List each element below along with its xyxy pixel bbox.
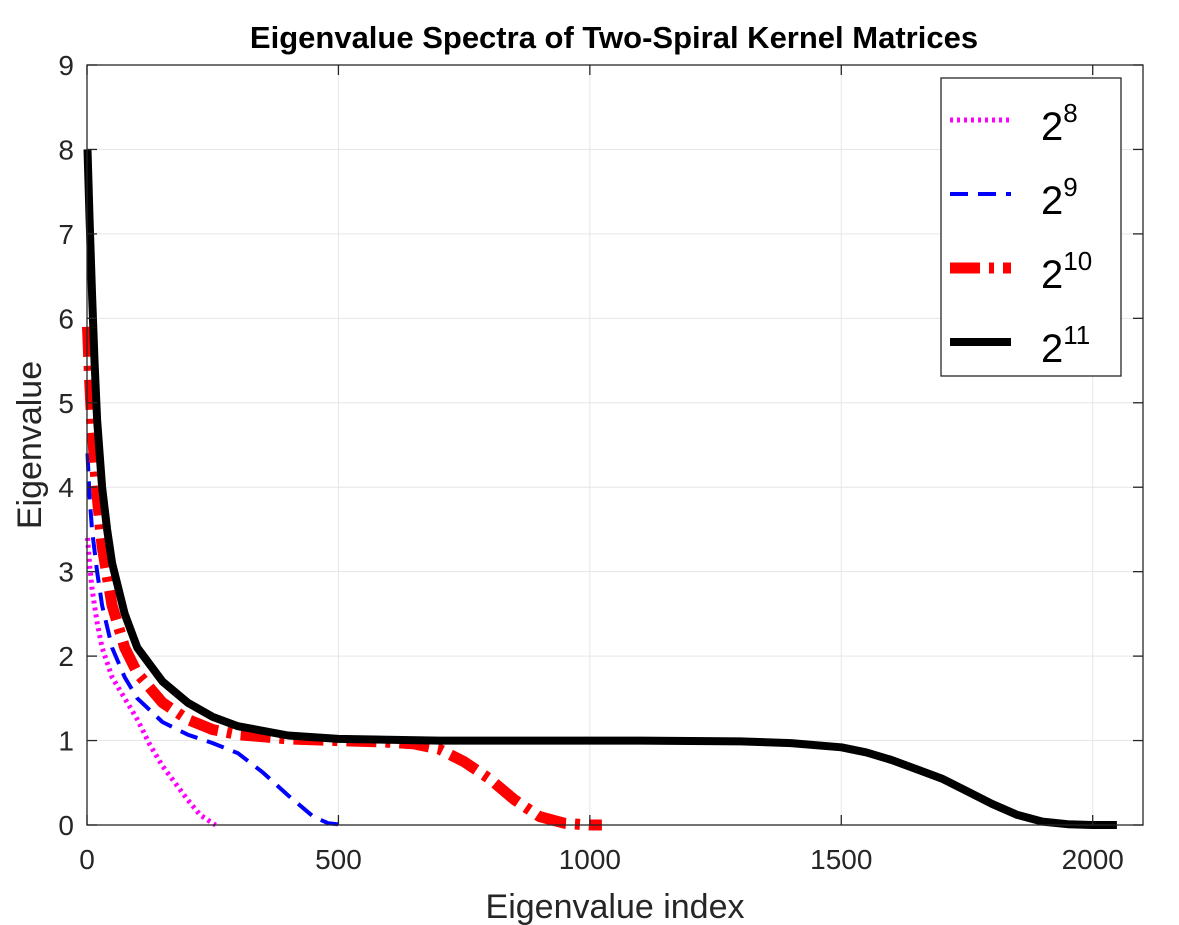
y-tick-label: 2	[58, 641, 74, 672]
x-axis-label: Eigenvalue index	[486, 888, 745, 925]
series-line-2	[82, 326, 602, 831]
x-tick-label: 0	[79, 844, 95, 875]
legend-label-exponent: 10	[1063, 246, 1092, 276]
y-tick-label: 3	[58, 557, 74, 588]
x-tick-label: 2000	[1062, 844, 1124, 875]
x-tick-label: 1000	[559, 844, 621, 875]
x-tick-label: 1500	[810, 844, 872, 875]
legend-label-1: 29	[1041, 172, 1078, 223]
chart-title: Eigenvalue Spectra of Two-Spiral Kernel …	[250, 20, 978, 55]
series-line-3	[83, 149, 1117, 829]
legend-box	[940, 77, 1122, 377]
y-tick-label: 5	[58, 388, 74, 419]
y-tick-label: 6	[58, 303, 74, 334]
legend-label-exponent: 9	[1063, 172, 1077, 202]
y-tick-label: 9	[58, 50, 74, 81]
legend-label-exponent: 11	[1063, 320, 1090, 350]
legend-label-base: 2	[1041, 179, 1063, 223]
y-axis-label: Eigenvalue	[11, 361, 49, 529]
y-tick-label: 4	[58, 472, 74, 503]
y-tick-label: 7	[58, 219, 74, 250]
y-tick-label: 0	[58, 810, 74, 841]
y-tick-label: 1	[58, 726, 74, 757]
legend-label-base: 2	[1041, 327, 1063, 371]
series-line-0	[85, 537, 217, 828]
series-line-1	[85, 453, 345, 827]
plot-box	[86, 64, 1144, 826]
legend-label-base: 2	[1041, 105, 1063, 149]
axis-ticks: 0 500 1000 1500 2000 0 1 2 3 4 5 6 7 8 9	[58, 50, 1143, 875]
legend-label-2: 210	[1041, 246, 1092, 297]
legend-label-base: 2	[1041, 253, 1063, 297]
legend-label-exponent: 8	[1063, 98, 1077, 128]
legend-label-3: 211	[1041, 320, 1090, 371]
plot-lines	[82, 149, 1117, 831]
legend-label-0: 28	[1041, 98, 1078, 149]
x-tick-label: 500	[315, 844, 362, 875]
y-tick-label: 8	[58, 134, 74, 165]
